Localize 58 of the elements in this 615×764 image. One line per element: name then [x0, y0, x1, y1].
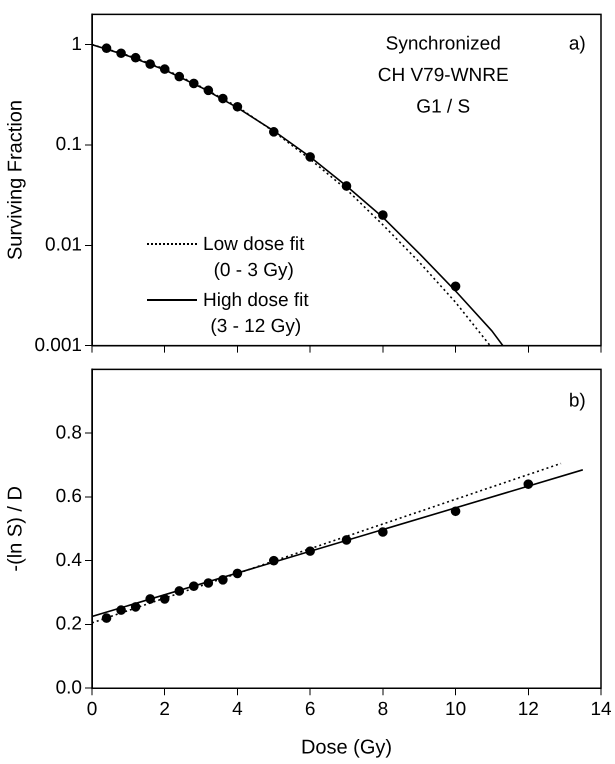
y-tick-label: 0.001: [34, 334, 82, 356]
x-tick-label: 12: [518, 698, 539, 720]
annotation: G1 / S: [416, 96, 470, 118]
point: [145, 594, 155, 604]
y-tick-label: 0.8: [56, 422, 82, 444]
point: [189, 78, 199, 88]
annotation: b): [568, 390, 586, 412]
point: [232, 102, 242, 112]
point: [102, 613, 112, 623]
point: [342, 181, 352, 191]
x-tick-label: 8: [378, 698, 388, 720]
point: [450, 506, 460, 516]
annotation: Synchronized: [386, 33, 501, 54]
y-axis-title: Surviving Fraction: [4, 100, 27, 260]
point: [342, 535, 352, 545]
point: [204, 578, 214, 588]
point: [130, 602, 140, 612]
point: [268, 127, 279, 137]
point: [218, 94, 228, 104]
x-tick-label: 0: [86, 698, 98, 720]
point: [102, 43, 112, 54]
point: [174, 586, 184, 596]
y-tick-label: 0.0: [56, 677, 82, 698]
x-tick-label: 10: [445, 698, 466, 720]
point: [204, 86, 214, 96]
x-axis-title: Dose (Gy): [300, 736, 392, 759]
x-tick-label: 6: [304, 698, 316, 720]
point: [189, 581, 199, 591]
point: [116, 605, 126, 615]
legend-label: High dose fit (3 - 12 Gy): [203, 288, 309, 339]
point: [305, 152, 315, 162]
point: [450, 281, 460, 292]
y-tick-label: 1: [71, 34, 82, 55]
x-tick-label: 4: [232, 698, 244, 720]
point: [130, 52, 140, 63]
y-tick-label: 0.2: [56, 614, 82, 635]
y-tick-label: 0.1: [56, 134, 82, 156]
point: [145, 59, 155, 69]
point: [305, 546, 315, 556]
x-tick-label: 2: [159, 698, 170, 720]
point: [523, 479, 534, 489]
x-tick-label: 14: [590, 698, 612, 720]
point: [160, 594, 170, 604]
point: [232, 568, 242, 578]
y-tick-label: 0.4: [56, 550, 82, 571]
y-tick-label: 0.6: [56, 486, 82, 508]
point: [378, 210, 388, 220]
point: [268, 556, 279, 566]
point: [116, 48, 126, 58]
y-tick-label: 0.01: [45, 234, 82, 256]
point: [218, 575, 228, 585]
point: [378, 527, 388, 537]
legend-label: Low dose fit (0 - 3 Gy): [203, 232, 304, 283]
point: [160, 64, 170, 74]
point: [174, 72, 184, 82]
annotation: CH V79-WNRE: [378, 64, 509, 86]
annotation: a): [568, 33, 586, 54]
y-axis-title: -(ln S) / D: [4, 486, 27, 572]
